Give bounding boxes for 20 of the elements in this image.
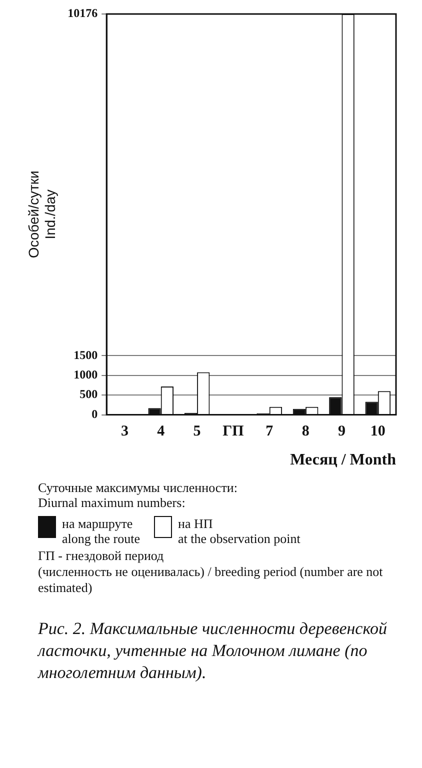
text: ГП - гнездовой период (численность не оценивалась) / breeding period (number are not estimated) xyxy=(38,548,384,596)
x-tick-label: ГП xyxy=(222,424,244,440)
x-tick-label: 4 xyxy=(157,424,166,440)
x-tick-label: 8 xyxy=(302,424,310,440)
y-tick-label: 0 xyxy=(92,406,98,421)
legend-title: Суточные максимумы численности: Diurnal maximum numbers: xyxy=(38,480,238,510)
x-tick-label: 5 xyxy=(193,424,201,440)
x-tick-label: 9 xyxy=(338,424,346,440)
y-tick-label: 1000 xyxy=(74,368,98,382)
legend-label: на НП at the observation point xyxy=(178,516,300,546)
x-tick-label: 10 xyxy=(370,424,386,440)
x-tick-label: 7 xyxy=(266,424,274,440)
y-tick-label: 10176 xyxy=(68,6,98,20)
y-tick-label: 1500 xyxy=(74,348,98,362)
y-axis-title: Особей/сутки Ind./day xyxy=(25,170,58,258)
x-tick-label: 3 xyxy=(120,424,128,440)
x-axis-title: Месяц / Month xyxy=(290,452,396,469)
text: Рис. 2. Максимальные численности деревенской ласточки, учтенные на Молочном лимане (по многолетним данным). xyxy=(38,618,388,684)
legend-label: на маршруте along the route xyxy=(62,516,140,546)
y-tick-label: 500 xyxy=(80,387,98,402)
